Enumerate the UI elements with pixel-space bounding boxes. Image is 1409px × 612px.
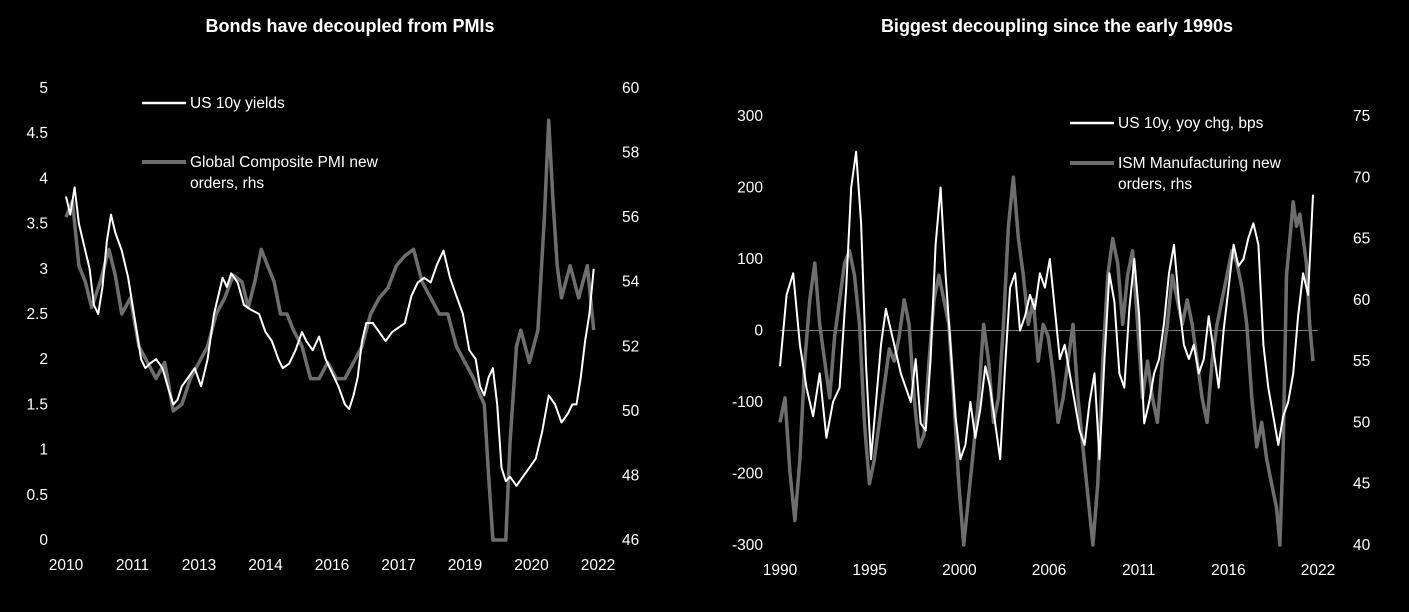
x-tick-label: 2016: [315, 557, 349, 574]
y-right-tick-label: 52: [622, 338, 639, 355]
y-left-tick-label: 3: [39, 261, 48, 278]
x-tick-label: 2013: [182, 557, 216, 574]
y-left-tick-label: 1: [39, 442, 48, 459]
y-right-tick-label: 58: [622, 145, 639, 162]
x-tick-label: 2014: [248, 557, 283, 574]
y-right-tick-label: 60: [1353, 292, 1371, 309]
y-left-tick-label: 300: [737, 108, 763, 125]
y-right-tick-label: 40: [1353, 537, 1371, 554]
y-left-tick-label: -200: [732, 466, 763, 483]
y-right-tick-label: 45: [1353, 476, 1370, 493]
x-tick-label: 2022: [581, 557, 615, 574]
y-right-tick-label: 54: [622, 274, 640, 291]
y-left-tick-label: 0: [39, 532, 48, 549]
x-tick-label: 2011: [1122, 562, 1155, 579]
series-line: [65, 186, 595, 487]
x-tick-label: 2006: [1032, 562, 1066, 579]
y-left-tick-label: 2: [39, 351, 48, 368]
y-right-tick-label: 60: [622, 80, 640, 97]
x-tick-label: 2000: [942, 562, 977, 579]
right-chart-panel: Biggest decoupling since the early 1990s…: [705, 0, 1409, 612]
x-tick-label: 2011: [116, 557, 149, 574]
y-left-tick-label: 3.5: [26, 216, 48, 233]
y-left-tick-label: -300: [732, 537, 763, 554]
y-left-tick-label: 200: [737, 180, 763, 197]
legend-label: Global Composite PMI new orders, rhs: [190, 154, 379, 192]
chart-title: Bonds have decoupled from PMIs: [205, 16, 495, 36]
y-right-tick-label: 50: [622, 403, 640, 420]
y-left-tick-label: 1.5: [26, 396, 48, 413]
y-left-tick-label: 4.5: [26, 125, 48, 142]
x-tick-label: 2017: [381, 557, 415, 574]
y-right-tick-label: 48: [622, 467, 639, 484]
y-left-tick-label: 4: [39, 170, 48, 187]
series-line: [779, 150, 1314, 461]
left-chart-panel: Bonds have decoupled from PMIs 0 0.5 1 1.5 2…: [0, 0, 700, 612]
x-tick-label: 2016: [1211, 562, 1245, 579]
chart-title: Biggest decoupling since the early 1990s: [880, 16, 1234, 36]
x-tick-label: 1995: [852, 562, 886, 579]
y-left-tick-label: 0.5: [26, 487, 48, 504]
x-tick-label: 1990: [763, 562, 798, 579]
y-right-tick-label: 50: [1353, 414, 1371, 431]
y-left-tick-label: 5: [39, 80, 48, 97]
x-tick-label: 2010: [49, 557, 84, 574]
x-tick-label: 2019: [448, 557, 482, 574]
y-left-tick-label: 2.5: [26, 306, 48, 323]
y-left-tick-label: -100: [732, 394, 763, 411]
y-left-tick-label: 0: [754, 323, 763, 340]
x-tick-label: 2022: [1301, 562, 1335, 579]
y-right-tick-label: 56: [622, 209, 639, 226]
y-right-tick-label: 75: [1353, 108, 1370, 125]
legend-label: ISM Manufacturing new orders, rhs: [1118, 155, 1282, 193]
series-line: [64, 118, 596, 542]
y-right-tick-label: 70: [1353, 169, 1371, 186]
series-line: [778, 175, 1315, 547]
x-tick-label: 2020: [514, 557, 549, 574]
y-left-tick-label: 100: [737, 251, 763, 268]
left-chart-svg: 0 0.5 1 1.5 2 2.5 3 3.5 4 4.5 5 46 48 50 52 54 56 58 60 201…: [26, 80, 640, 574]
right-chart-svg: -300 -200 -100 0 100 200 300 40 45 50 55 60 65 70 75 19…: [732, 108, 1371, 579]
y-right-tick-label: 46: [622, 532, 639, 549]
y-right-tick-label: 55: [1353, 353, 1370, 370]
legend-label: US 10y, yoy chg, bps: [1118, 115, 1264, 132]
legend-label: US 10y yields: [190, 95, 285, 112]
y-right-tick-label: 65: [1353, 231, 1370, 248]
